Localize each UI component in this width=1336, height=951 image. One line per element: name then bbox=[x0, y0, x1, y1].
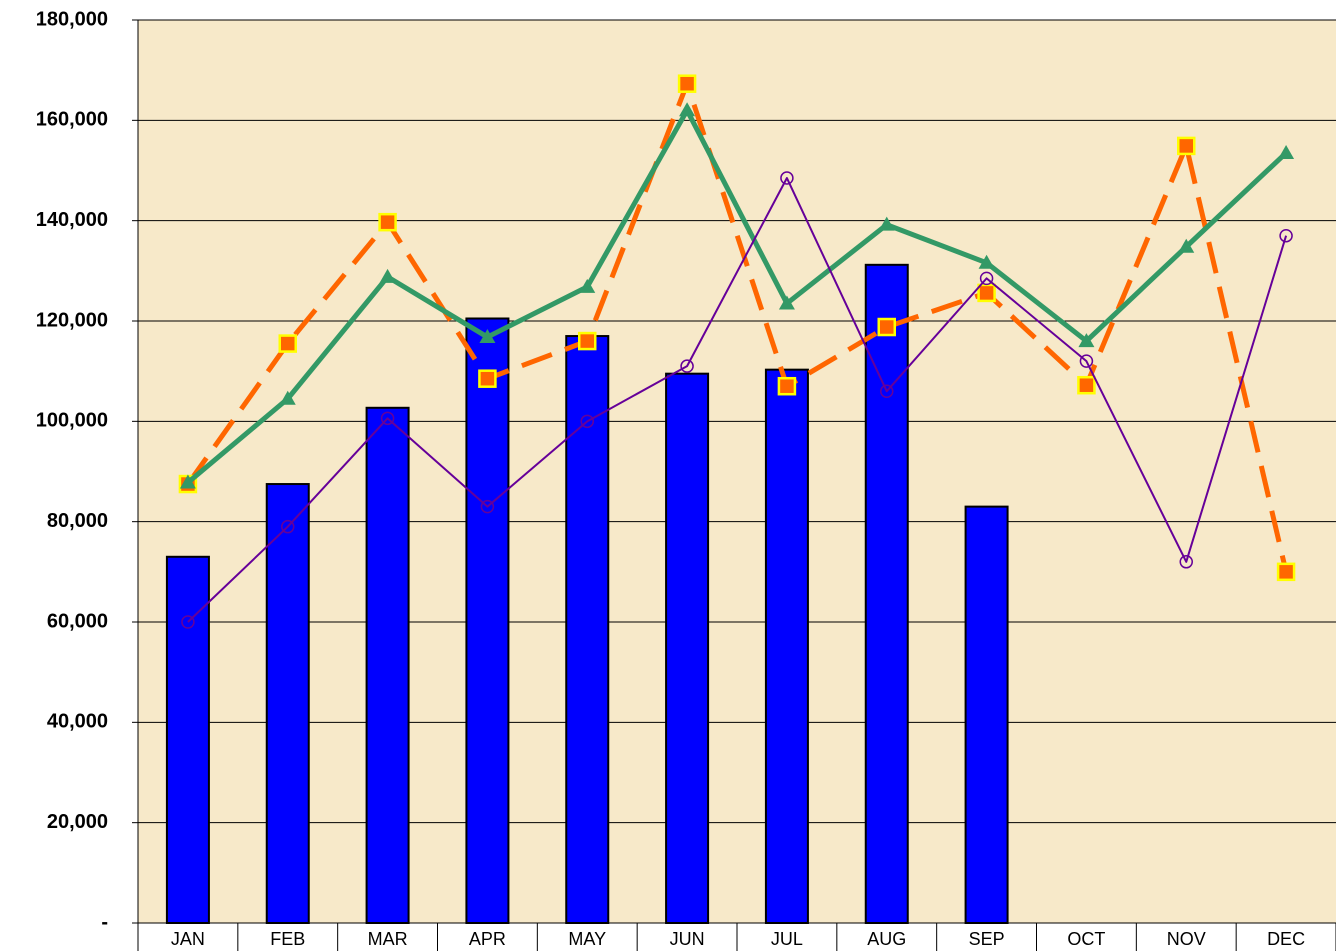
y-tick-label: 20,000 bbox=[47, 811, 108, 833]
x-tick-label: NOV bbox=[1167, 929, 1206, 949]
line bbox=[185, 81, 1289, 573]
y-tick-label: 80,000 bbox=[47, 510, 108, 532]
marker bbox=[380, 411, 395, 426]
marker bbox=[1179, 555, 1193, 569]
marker bbox=[1276, 562, 1296, 582]
marker bbox=[579, 278, 596, 293]
bar bbox=[465, 317, 510, 925]
bar bbox=[964, 505, 1009, 924]
line bbox=[187, 177, 1288, 623]
y-tick-label: 120,000 bbox=[36, 309, 108, 331]
x-tick-label: JAN bbox=[171, 929, 205, 949]
x-tick-label: SEP bbox=[969, 929, 1005, 949]
marker bbox=[979, 271, 994, 286]
marker bbox=[179, 474, 196, 489]
y-tick-label: 140,000 bbox=[36, 209, 108, 231]
bar bbox=[665, 372, 710, 924]
marker bbox=[677, 74, 697, 93]
bar bbox=[864, 263, 909, 924]
bar bbox=[565, 335, 610, 924]
marker bbox=[1177, 136, 1196, 156]
bar bbox=[265, 483, 310, 924]
y-tick-label: - bbox=[101, 911, 108, 933]
marker bbox=[1077, 375, 1096, 395]
marker bbox=[978, 254, 995, 269]
marker bbox=[279, 390, 296, 405]
y-tick-label: 60,000 bbox=[47, 610, 108, 632]
bar bbox=[165, 555, 210, 924]
x-tick-label: AUG bbox=[867, 929, 906, 949]
x-tick-label: OCT bbox=[1067, 929, 1105, 949]
x-tick-label: DEC bbox=[1267, 929, 1305, 949]
x-tick-label: APR bbox=[469, 929, 506, 949]
x-tick-label: MAY bbox=[568, 929, 606, 949]
bar bbox=[764, 368, 809, 924]
bar bbox=[365, 406, 410, 924]
marker bbox=[479, 329, 496, 344]
marker bbox=[777, 376, 797, 396]
marker bbox=[478, 369, 497, 388]
marker bbox=[281, 519, 295, 534]
marker bbox=[977, 283, 996, 303]
marker bbox=[480, 499, 495, 514]
x-tick-label: JUL bbox=[771, 929, 803, 949]
marker bbox=[679, 102, 696, 117]
marker bbox=[278, 334, 297, 353]
marker bbox=[578, 331, 597, 351]
marker bbox=[1279, 228, 1293, 243]
marker bbox=[880, 384, 894, 398]
marker bbox=[780, 171, 794, 185]
marker bbox=[778, 295, 795, 310]
x-tick-label: JUN bbox=[670, 929, 705, 949]
marker bbox=[580, 414, 594, 429]
marker bbox=[878, 216, 895, 231]
y-tick-label: 100,000 bbox=[36, 410, 108, 432]
marker bbox=[378, 212, 397, 232]
y-tick-label: 160,000 bbox=[36, 109, 108, 131]
marker bbox=[1078, 333, 1095, 348]
plot-background bbox=[138, 20, 1336, 923]
marker bbox=[1178, 238, 1195, 253]
x-tick-label: FEB bbox=[270, 929, 305, 949]
y-tick-label: 40,000 bbox=[47, 711, 108, 733]
line bbox=[186, 107, 1288, 485]
marker bbox=[1079, 354, 1094, 368]
marker bbox=[1278, 144, 1295, 159]
marker bbox=[680, 359, 694, 373]
marker bbox=[181, 615, 195, 629]
marker bbox=[379, 268, 396, 283]
x-tick-label: MAR bbox=[368, 929, 408, 949]
marker bbox=[877, 317, 896, 337]
y-tick-label: 180,000 bbox=[36, 8, 108, 30]
